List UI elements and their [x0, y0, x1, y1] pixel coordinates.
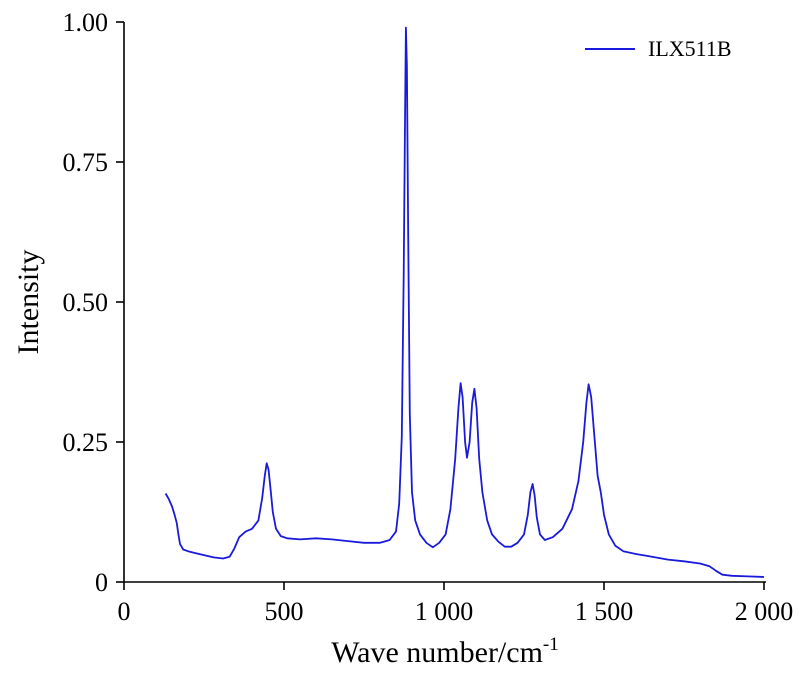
y-ticks: 0 0.25 0.50 0.75 1.00 [63, 8, 124, 597]
y-tick-label: 1.00 [63, 8, 109, 37]
y-tick-label: 0.25 [63, 428, 109, 457]
x-tick-label: 1 500 [575, 597, 634, 626]
plot-area [164, 26, 765, 578]
x-axis-title: Wave number/cm-1 [331, 634, 559, 669]
legend-label: ILX511B [648, 36, 732, 61]
x-axis-title-text: Wave number/cm [331, 636, 543, 669]
legend: ILX511B [585, 36, 732, 61]
x-tick-label: 2 000 [735, 597, 794, 626]
y-tick-label: 0 [95, 568, 108, 597]
x-tick-label: 0 [118, 597, 131, 626]
y-tick-label: 0.50 [63, 288, 109, 317]
x-tick-label: 1 000 [415, 597, 474, 626]
x-ticks: 0 500 1 000 1 500 2 000 [118, 582, 794, 626]
x-axis-title-superscript: -1 [543, 634, 559, 655]
y-tick-label: 0.75 [63, 148, 109, 177]
x-tick-label: 500 [265, 597, 304, 626]
y-axis-title: Intensity [12, 250, 45, 355]
series-line-ilx511b [164, 26, 765, 578]
axes [123, 22, 766, 583]
